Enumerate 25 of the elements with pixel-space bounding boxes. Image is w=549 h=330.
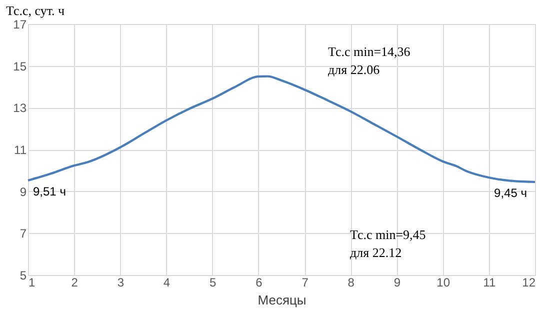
x-tick-label: 3: [117, 276, 124, 290]
x-tick-label: 10: [436, 276, 450, 290]
x-tick-label: 5: [210, 276, 217, 290]
annotation: Тс.с min=9,45 для 22.12: [350, 227, 426, 260]
y-tick-label: 17: [13, 18, 27, 32]
x-tick-label: 11: [483, 276, 496, 290]
y-tick-label: 13: [13, 101, 27, 116]
x-tick-label: 9: [394, 276, 401, 290]
annotation: 9,45 ч: [494, 186, 527, 200]
x-tick-label: 8: [348, 276, 355, 290]
y-tick-label: 15: [13, 59, 27, 74]
y-axis-title: Тс.с, сут. ч: [6, 3, 66, 18]
x-tick-label: 6: [256, 276, 263, 290]
x-tick-label: 12: [522, 276, 536, 290]
y-tick-label: 7: [20, 226, 27, 241]
annotation: 9,51 ч: [33, 184, 66, 199]
annotation: Тс.с min=14,36 для 22.06: [328, 44, 411, 77]
line-series: [26, 75, 536, 184]
x-tick-label: 4: [163, 276, 170, 290]
x-tick-label: 1: [28, 276, 36, 290]
x-axis-title: Месяцы: [258, 292, 306, 308]
x-tick-label: 7: [302, 276, 309, 290]
x-tick-label: 2: [71, 276, 78, 290]
y-tick-label: 11: [14, 143, 27, 157]
y-tick-label: 9: [20, 184, 27, 199]
